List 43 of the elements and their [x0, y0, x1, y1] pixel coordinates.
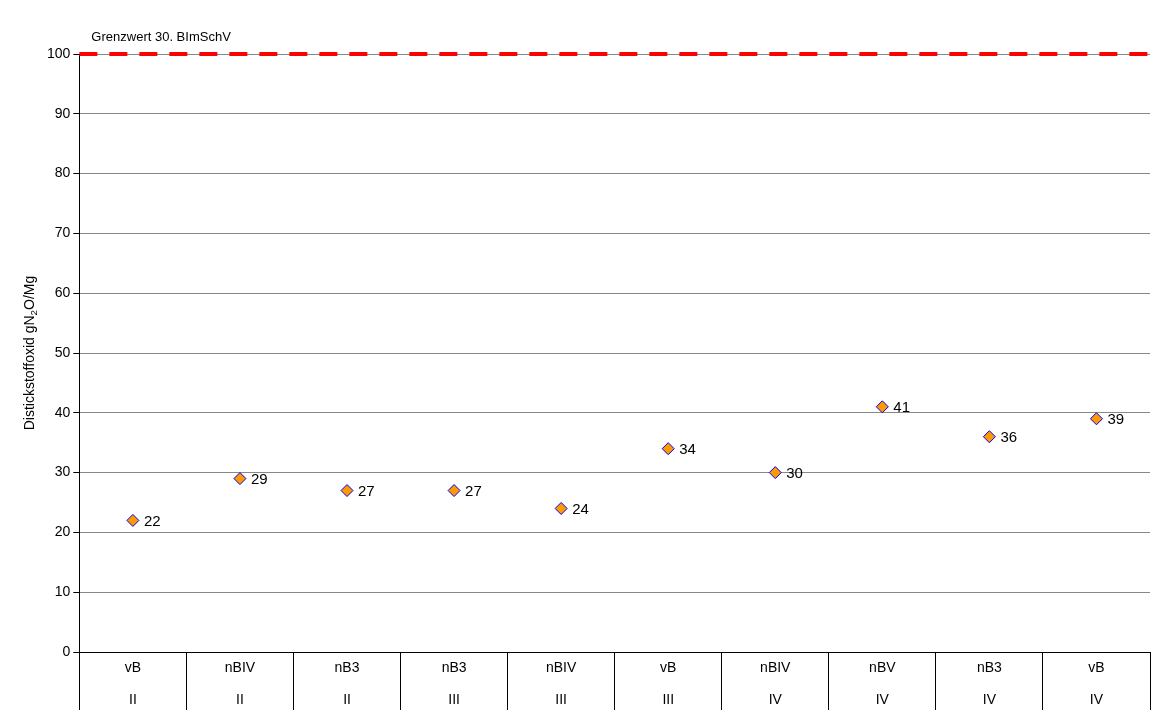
- ref-line-label: Grenzwert 30. BImSchV: [91, 29, 232, 45]
- point: [554, 501, 568, 515]
- data-label: 27: [465, 481, 482, 499]
- data-label: 22: [143, 511, 161, 529]
- y-tick-label: 80: [54, 164, 71, 181]
- point: [661, 442, 675, 456]
- y-tick-label: 50: [54, 343, 71, 360]
- x-tick-label: nBIV III: [545, 658, 577, 707]
- point: [233, 472, 247, 486]
- x-tick-label: nB3 IV: [976, 658, 1003, 707]
- data-label: 34: [679, 439, 696, 457]
- y-tick-label: 90: [54, 104, 71, 121]
- point: [982, 430, 996, 444]
- y-tick-label: 100: [47, 44, 71, 61]
- y-tick-label: 20: [54, 523, 71, 540]
- point: [126, 513, 140, 527]
- point: [447, 484, 461, 498]
- y-tick-label: 30: [54, 463, 71, 480]
- x-tick-label: vB II: [124, 658, 142, 707]
- data-label: 39: [1107, 409, 1125, 427]
- x-tick-label: nBIV II: [224, 658, 256, 707]
- x-tick-label: vB IV: [1088, 658, 1105, 707]
- y-tick-label: 70: [54, 224, 71, 241]
- data-label: 29: [250, 469, 268, 487]
- point: [875, 400, 889, 414]
- y-tick-label: 60: [54, 284, 71, 301]
- y-tick-label: 40: [54, 403, 71, 420]
- x-tick-label: nBV IV: [869, 658, 897, 707]
- data-label: 30: [786, 463, 803, 481]
- y-axis-title: Distickstoffoxid gN2O/Mg: [20, 275, 39, 431]
- point: [340, 484, 354, 498]
- x-tick-label: vB III: [660, 658, 677, 707]
- y-tick-label: 10: [54, 583, 71, 600]
- data-label: 41: [893, 397, 911, 415]
- point: [1089, 412, 1103, 426]
- x-tick-label: nB3 III: [441, 658, 467, 707]
- data-label: 24: [572, 499, 589, 517]
- data-label: 36: [1000, 427, 1018, 445]
- y-tick-label: 0: [62, 642, 71, 659]
- x-tick-label: nBIV IV: [760, 658, 792, 707]
- x-tick-label: nB3 II: [334, 658, 360, 707]
- data-label: 27: [358, 481, 375, 499]
- point: [768, 466, 782, 480]
